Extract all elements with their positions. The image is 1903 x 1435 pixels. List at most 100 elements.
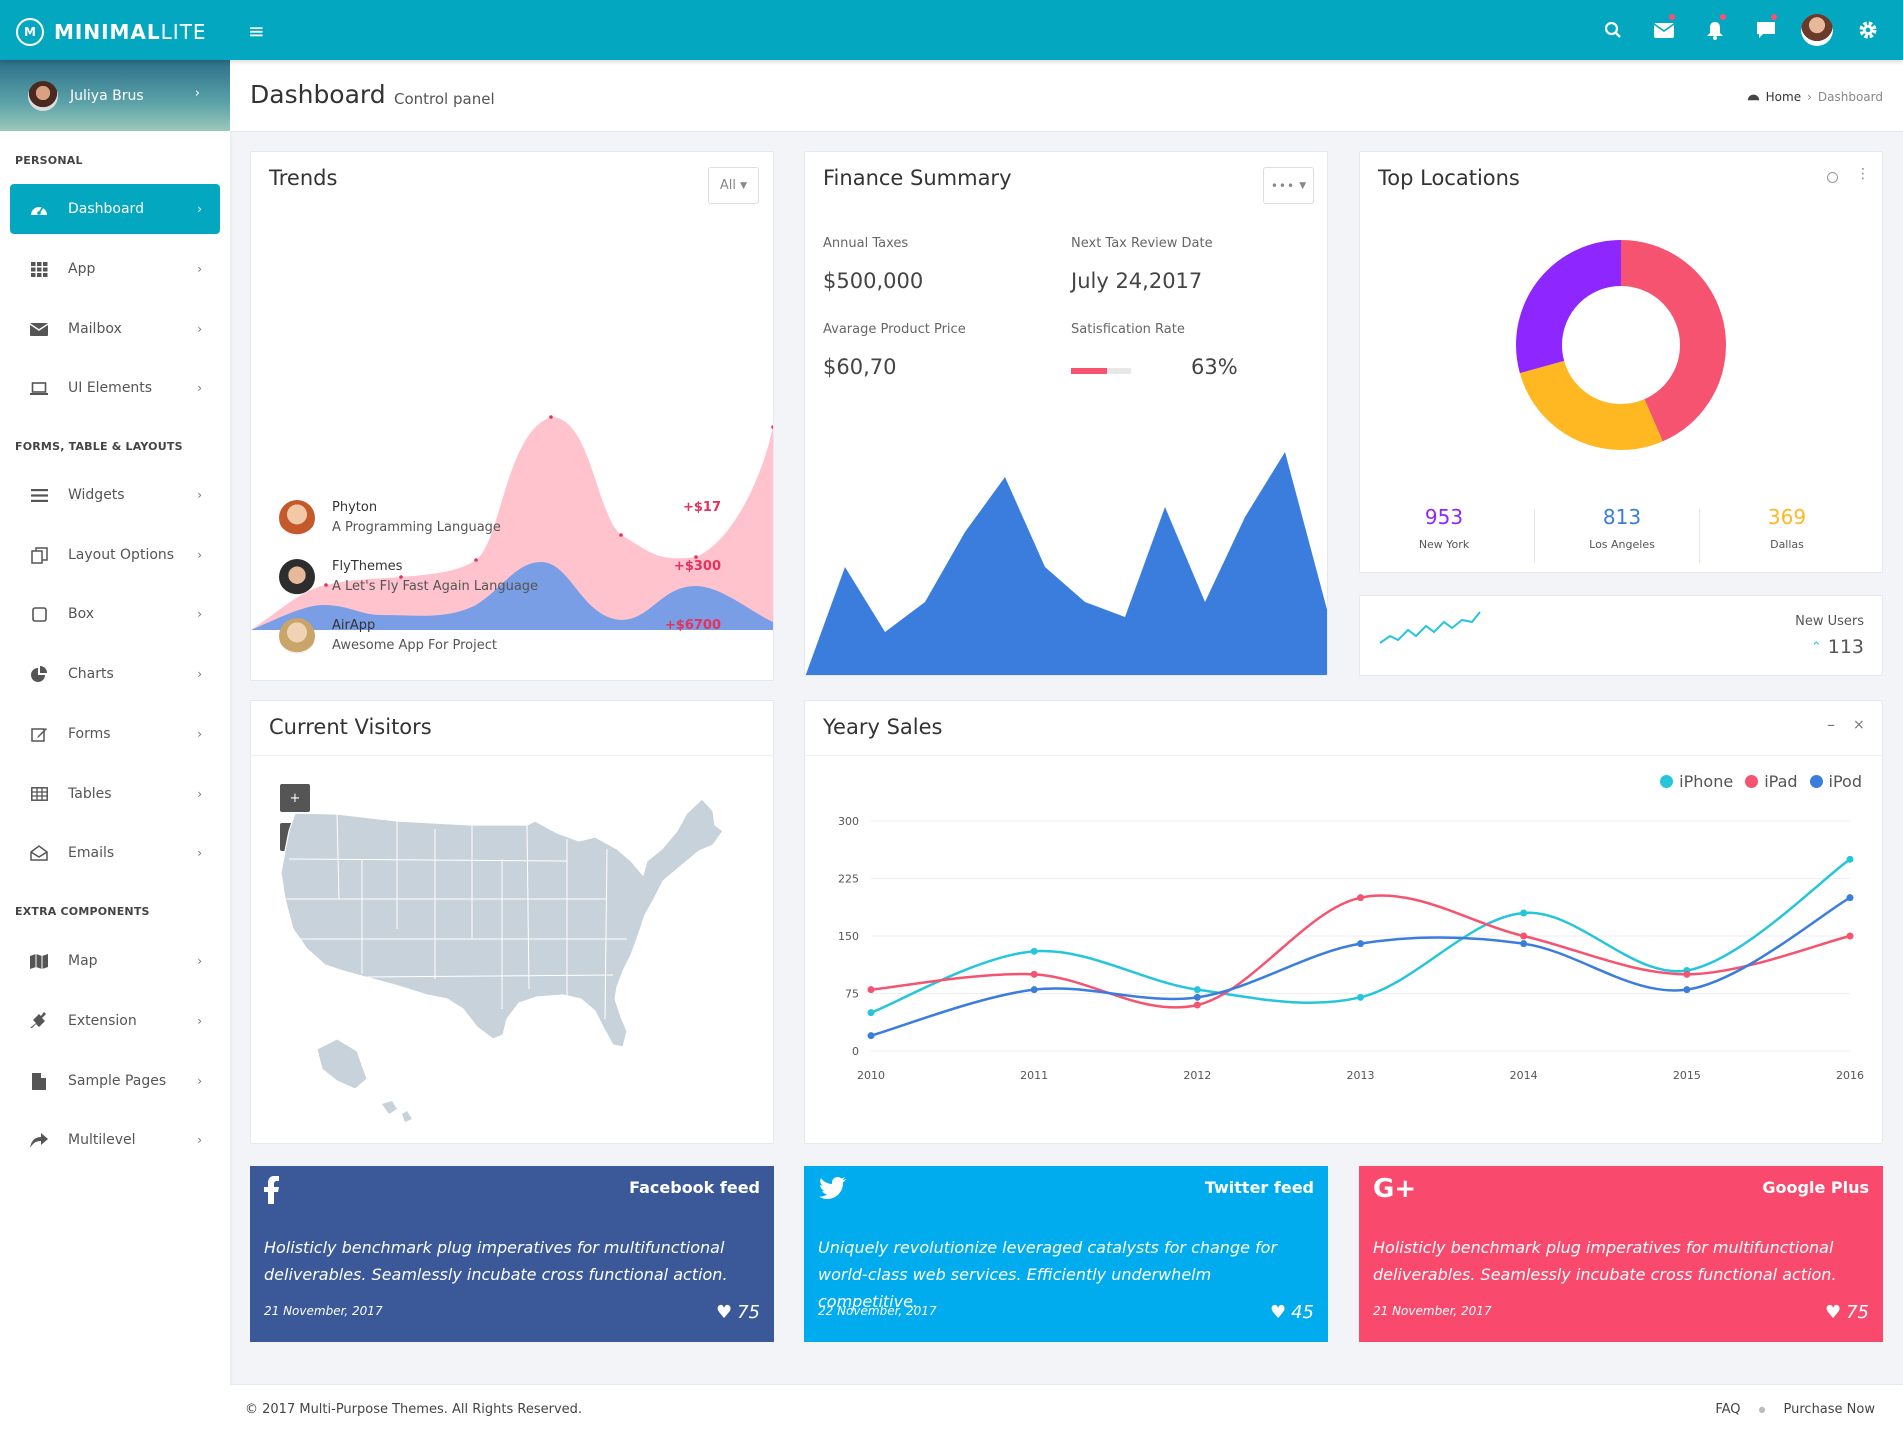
- avg-price-value: $60,70: [823, 355, 897, 379]
- list-item[interactable]: FlyThemes A Let's Fly Fast Again Languag…: [279, 555, 749, 605]
- series-line-ipad: [870, 894, 1851, 1009]
- avatar: [1800, 14, 1833, 46]
- data-point-ipad[interactable]: [1193, 1001, 1201, 1009]
- purchase-now-link[interactable]: Purchase Now: [1783, 1402, 1875, 1417]
- data-point-ipod[interactable]: [1846, 894, 1854, 902]
- facebook-feed-title: Facebook feed: [629, 1178, 760, 1197]
- user-avatar-button[interactable]: [1791, 0, 1842, 60]
- data-point-iphone[interactable]: [1520, 909, 1528, 917]
- gear-icon[interactable]: [1842, 0, 1893, 60]
- sidebar-item-ui-elements[interactable]: UI Elements ›: [10, 363, 220, 413]
- refresh-icon[interactable]: [1827, 172, 1838, 183]
- twitter-likes[interactable]: ♥ 45: [1270, 1302, 1314, 1323]
- sidebar-item-dashboard[interactable]: Dashboard ›: [10, 184, 220, 234]
- data-point-ipod[interactable]: [867, 1032, 875, 1040]
- sidebar-item-sample-pages[interactable]: Sample Pages ›: [10, 1056, 220, 1106]
- sidebar-item-charts[interactable]: Charts ›: [10, 649, 220, 699]
- sidebar-item-label: Sample Pages: [68, 1073, 167, 1089]
- data-point-ipod[interactable]: [1520, 940, 1528, 948]
- bell-notification-dot: [1720, 14, 1726, 20]
- data-point-iphone[interactable]: [867, 1009, 875, 1017]
- legend-item-ipod[interactable]: iPod: [1809, 772, 1862, 791]
- sidebar-item-extension[interactable]: Extension ›: [10, 996, 220, 1046]
- data-point-iphone[interactable]: [1357, 993, 1364, 1001]
- twitter-feed-date: 22 November, 2017: [818, 1304, 937, 1318]
- sidebar-item-tables[interactable]: Tables ›: [10, 769, 220, 819]
- sidebar-item-box[interactable]: Box ›: [10, 589, 220, 639]
- usa-map[interactable]: [267, 789, 767, 1124]
- chevron-right-icon: ›: [197, 954, 202, 968]
- sidebar-item-app[interactable]: App ›: [10, 244, 220, 294]
- breadcrumb-home-link[interactable]: Home: [1765, 90, 1802, 104]
- trends-area-chart: [251, 415, 773, 630]
- section-personal: PERSONAL: [15, 154, 83, 167]
- mail-icon[interactable]: [1638, 0, 1689, 60]
- data-point-ipod[interactable]: [1193, 993, 1201, 1001]
- data-point-ipod[interactable]: [1357, 940, 1364, 948]
- sidebar-item-map[interactable]: Map ›: [10, 936, 220, 986]
- copyright-text: © 2017 Multi-Purpose Themes. All Rights …: [245, 1402, 583, 1417]
- annual-taxes-value: $500,000: [823, 269, 924, 293]
- data-point-ipad[interactable]: [1846, 932, 1854, 940]
- google-plus-likes[interactable]: ♥ 75: [1825, 1302, 1869, 1323]
- top-locations-card: Top Locations ⋮ 953 New York 813 Los Ang…: [1359, 151, 1883, 573]
- sidebar-item-emails[interactable]: Emails ›: [10, 828, 220, 878]
- data-point-ipad[interactable]: [1030, 970, 1038, 978]
- y-tick-label: 75: [845, 988, 859, 1001]
- sidebar-item-mailbox[interactable]: Mailbox ›: [10, 304, 220, 354]
- minimize-icon[interactable]: –: [1827, 715, 1835, 734]
- new-users-sparkline: [1379, 611, 1481, 644]
- trend-desc: A Programming Language: [332, 520, 501, 535]
- finance-options-button[interactable]: ••• ▼: [1263, 167, 1314, 204]
- location-value-dallas: 369: [1767, 505, 1807, 529]
- x-tick-label: 2010: [857, 1069, 885, 1082]
- x-tick-label: 2013: [1347, 1069, 1375, 1082]
- google-plus-text: Holisticly benchmark plug imperatives fo…: [1373, 1238, 1837, 1284]
- close-icon[interactable]: ×: [1853, 717, 1865, 733]
- data-point-ipad[interactable]: [1520, 932, 1528, 940]
- app-logo[interactable]: M MINIMALLITE: [16, 18, 207, 46]
- chat-icon[interactable]: [1740, 0, 1791, 60]
- data-point-ipod[interactable]: [1683, 986, 1691, 994]
- sidebar-item-forms[interactable]: Forms ›: [10, 709, 220, 759]
- data-point-ipad[interactable]: [1683, 970, 1691, 978]
- data-point-iphone[interactable]: [1030, 947, 1038, 955]
- user-panel[interactable]: Juliya Brus ›: [0, 60, 230, 131]
- legend-item-iphone[interactable]: iPhone: [1660, 772, 1733, 791]
- finance-title: Finance Summary: [823, 166, 1012, 190]
- y-tick-label: 225: [838, 873, 859, 886]
- yearly-sales-line-chart: 0 75 150 225 300 2010 2011 2012 2013 2014 2015 2016: [838, 815, 1864, 1082]
- page-subtitle: Control panel: [394, 90, 495, 108]
- faq-link[interactable]: FAQ: [1715, 1402, 1741, 1417]
- sidebar-item-multilevel[interactable]: Multilevel ›: [10, 1115, 220, 1165]
- trends-filter-dropdown[interactable]: All ▼: [708, 167, 759, 204]
- hamburger-menu-icon[interactable]: ≡: [248, 19, 265, 43]
- divider: [1534, 509, 1535, 563]
- data-point-ipad[interactable]: [1357, 894, 1364, 902]
- avatar: [279, 500, 315, 536]
- data-point-iphone[interactable]: [1846, 855, 1854, 863]
- footer-separator: ●: [1758, 1405, 1766, 1414]
- data-point-ipad[interactable]: [867, 986, 875, 994]
- map-zoom-in-button[interactable]: +: [280, 784, 310, 812]
- sidebar-item-label: Widgets: [68, 487, 125, 503]
- trend-amount: +$17: [682, 500, 721, 515]
- avatar: [279, 618, 315, 654]
- sidebar-item-widgets[interactable]: Widgets ›: [10, 470, 220, 520]
- trend-name: FlyThemes: [332, 559, 403, 574]
- list-item[interactable]: AirApp Awesome App For Project +$6700: [279, 614, 749, 664]
- sidebar-item-layout-options[interactable]: Layout Options ›: [10, 530, 220, 580]
- bell-icon[interactable]: [1689, 0, 1740, 60]
- sidebar-item-label: Map: [68, 953, 98, 969]
- legend-label: iPod: [1828, 772, 1862, 791]
- more-vertical-icon[interactable]: ⋮: [1856, 166, 1870, 182]
- legend-item-ipad[interactable]: iPad: [1745, 772, 1798, 791]
- data-point-ipod[interactable]: [1030, 986, 1038, 994]
- square-icon: [28, 603, 50, 625]
- search-icon[interactable]: [1587, 0, 1638, 60]
- grid-icon: [28, 258, 50, 280]
- location-city-dallas: Dallas: [1770, 538, 1804, 551]
- facebook-likes[interactable]: ♥ 75: [716, 1302, 760, 1323]
- data-point-iphone[interactable]: [1193, 986, 1201, 994]
- list-item[interactable]: Phyton A Programming Language +$17: [279, 496, 749, 546]
